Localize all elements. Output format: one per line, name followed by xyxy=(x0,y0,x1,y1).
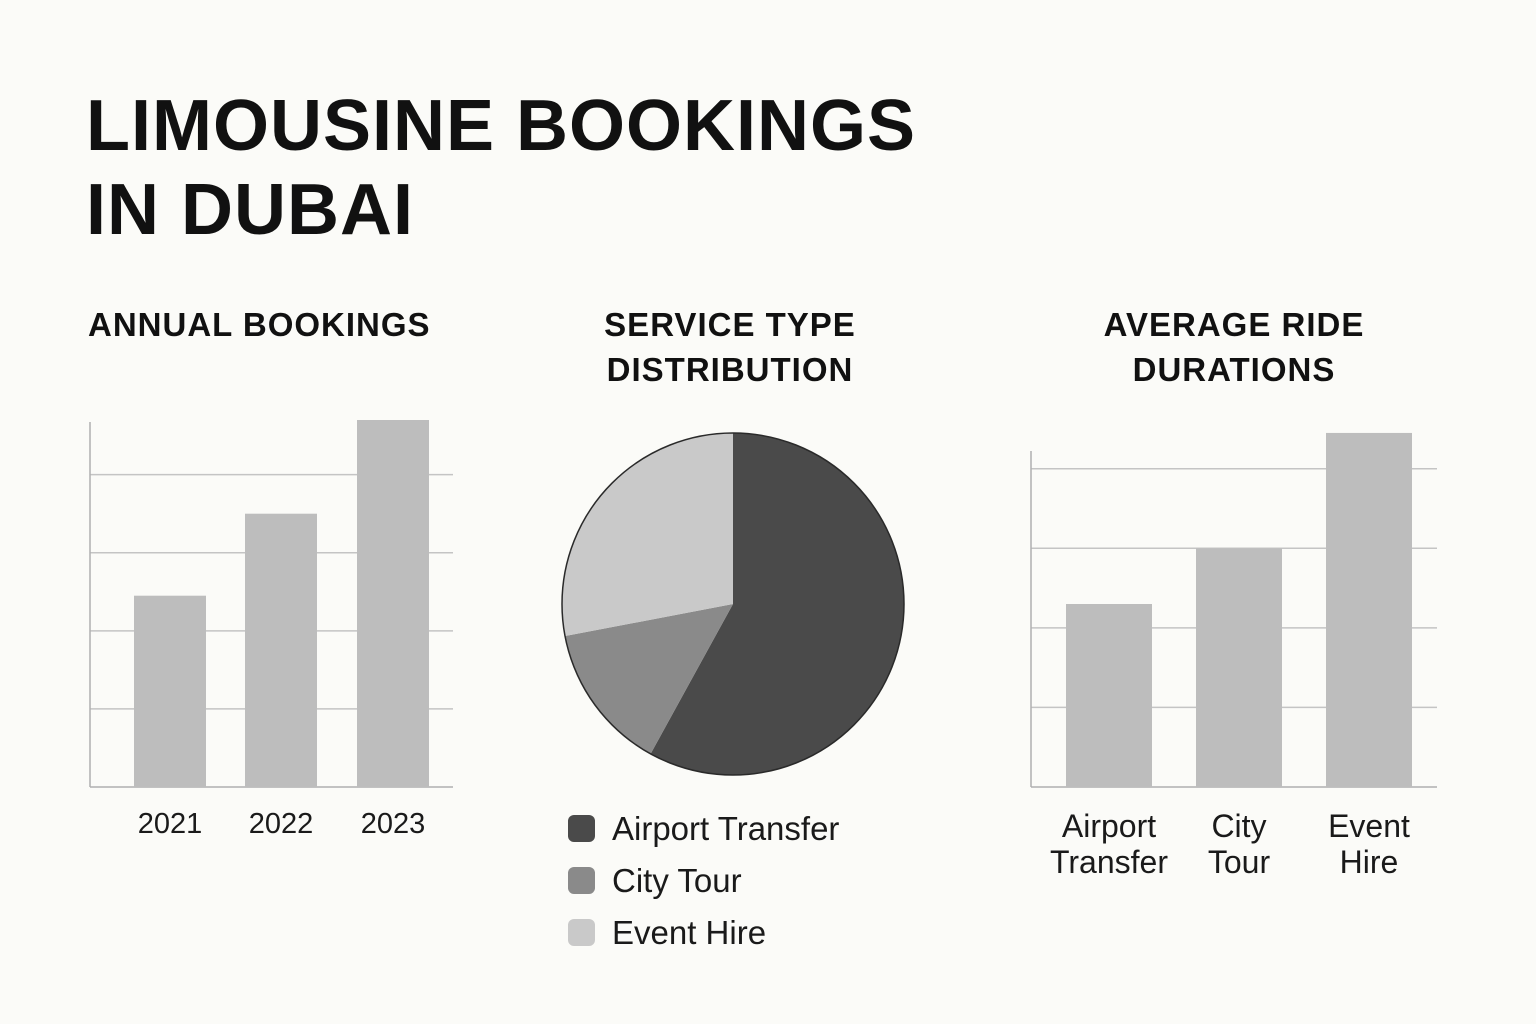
service-type-title-line-2: DISTRIBUTION xyxy=(606,351,854,388)
legend-swatch-airport-transfer xyxy=(568,815,595,842)
pie-outline xyxy=(561,432,905,776)
pie-slice-event-hire xyxy=(562,433,733,637)
annual-bookings-bar xyxy=(357,420,429,787)
ride-durations-bar xyxy=(1326,432,1412,787)
ride-durations-x-tick-label: Hire xyxy=(1340,844,1399,880)
ride-durations-x-tick-label: Tour xyxy=(1208,844,1271,880)
annual-bookings-x-tick-label: 2021 xyxy=(138,808,203,840)
legend-swatch-event-hire xyxy=(568,919,595,946)
annual-bookings-bar xyxy=(134,595,206,787)
ride-durations-x-tick-label: Transfer xyxy=(1050,844,1168,880)
legend-label-city-tour: City Tour xyxy=(612,862,742,899)
annual-bookings-x-tick-label: 2023 xyxy=(361,808,426,840)
annual-bookings-title-line-1: ANNUAL BOOKINGS xyxy=(88,306,431,343)
ride-durations-title-line-1: AVERAGE RIDE xyxy=(1103,306,1365,343)
annual-bookings-bar xyxy=(245,513,317,787)
page-title: LIMOUSINE BOOKINGS IN DUBAI xyxy=(86,84,916,252)
ride-durations-x-tick-label: Event xyxy=(1328,808,1410,844)
ride-durations-title-line-2: DURATIONS xyxy=(1132,351,1336,388)
pie-slice-city-tour xyxy=(565,604,733,754)
ride-durations-title: AVERAGE RIDE DURATIONS xyxy=(1034,302,1434,392)
annual-bookings-chart: 2021 2022 2023 xyxy=(89,420,453,840)
ride-durations-x-tick-label: City xyxy=(1211,808,1266,844)
legend-label-event-hire: Event Hire xyxy=(612,914,766,951)
annual-bookings-title: ANNUAL BOOKINGS xyxy=(88,302,431,347)
page-title-line-2: IN DUBAI xyxy=(86,170,414,250)
page-title-line-1: LIMOUSINE BOOKINGS xyxy=(86,86,917,166)
ride-durations-bar xyxy=(1196,548,1282,787)
service-type-title-line-1: SERVICE TYPE xyxy=(604,306,856,343)
ride-durations-bar xyxy=(1066,604,1152,787)
service-type-pie-chart: Airport Transfer City Tour Event Hire xyxy=(561,432,905,951)
annual-bookings-x-tick-label: 2022 xyxy=(249,808,314,840)
legend-swatch-city-tour xyxy=(568,867,595,894)
ride-durations-x-tick-label: Airport xyxy=(1062,808,1156,844)
pie-slice-airport-transfer xyxy=(650,433,904,775)
service-type-title: SERVICE TYPE DISTRIBUTION xyxy=(530,302,930,392)
legend-label-airport-transfer: Airport Transfer xyxy=(612,810,839,847)
